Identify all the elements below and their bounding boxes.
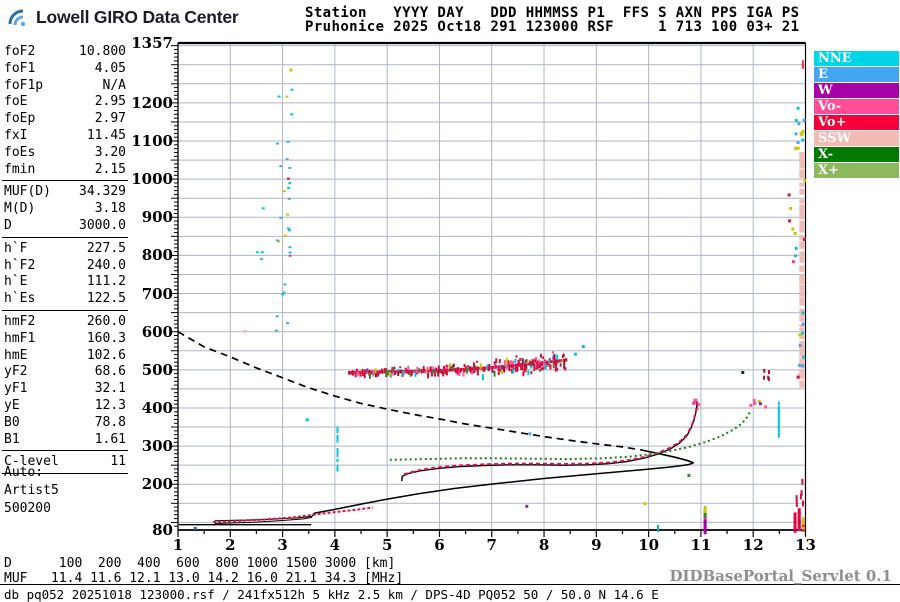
x-tick-label-1: 1 bbox=[172, 536, 184, 554]
param-row-ye: yE 12.3 bbox=[4, 397, 126, 413]
x-tick-label-10: 10 bbox=[638, 536, 660, 554]
x-tick-label-5: 5 bbox=[381, 536, 393, 554]
param-row-foes: foEs 3.20 bbox=[4, 144, 126, 160]
x-tick-label-6: 6 bbox=[434, 536, 445, 554]
y-tick-label-800: 800 bbox=[141, 246, 173, 265]
status-separator bbox=[0, 584, 900, 585]
param-row-foe: foE 2.95 bbox=[4, 94, 126, 110]
param-row-fof2: foF2 10.800 bbox=[4, 44, 126, 59]
trace-x-trace-echoes bbox=[389, 411, 751, 461]
legend-item-x: X+ bbox=[814, 163, 899, 178]
y-tick-label-700: 700 bbox=[141, 284, 173, 303]
y-tick-label-600: 600 bbox=[141, 322, 173, 341]
x-tick-label-12: 12 bbox=[742, 536, 764, 554]
param-row-yf2: yF2 68.6 bbox=[4, 364, 126, 380]
param-divider bbox=[2, 236, 128, 238]
trace-es-trace-fit bbox=[214, 516, 312, 524]
param-divider bbox=[2, 309, 128, 311]
trace-true-height-profile bbox=[313, 462, 694, 514]
parameter-panel: foF2 10.800 foF1 4.05 foF1p N/A foE 2.95 foEp 2.9… bbox=[2, 44, 128, 477]
y-tick-label-1000: 1000 bbox=[131, 170, 173, 189]
param-row-b1: B1 1.61 bbox=[4, 431, 126, 447]
param-row-clevel: C-level 11 bbox=[4, 454, 126, 470]
y-tick-label-1200: 1200 bbox=[131, 93, 173, 112]
param-row-fof1: foF1 4.05 bbox=[4, 60, 126, 76]
x-tick-label-11: 11 bbox=[690, 536, 712, 554]
param-row-b0: B0 78.8 bbox=[4, 414, 126, 430]
legend-item-ssw: SSW bbox=[814, 131, 899, 146]
param-row-hmf2: hmF2 260.0 bbox=[4, 313, 126, 329]
legend-item-x: X- bbox=[814, 147, 899, 162]
status-line: db pq052 20251018 123000.rsf / 241fx512h… bbox=[4, 587, 659, 602]
trace-es-trace-echoes bbox=[212, 506, 374, 523]
param-row-hmf1: hmF1 160.3 bbox=[4, 330, 126, 346]
param-row-hf2: h`F2 240.0 bbox=[4, 257, 126, 273]
param-row-md: M(D) 3.18 bbox=[4, 201, 126, 217]
logo-text: Lowell GIRO Data Center bbox=[36, 6, 239, 27]
trace-e-layer-fit bbox=[214, 512, 315, 522]
legend-item-vo: Vo+ bbox=[814, 115, 899, 130]
x-tick-label-4: 4 bbox=[329, 536, 341, 554]
trace-transmission-curve-dashed bbox=[177, 330, 641, 451]
header-line2: Pruhonice 2025 Oct18 291 123000 RSF 1 71… bbox=[305, 19, 800, 35]
legend-item-w: W bbox=[814, 83, 899, 98]
y-tick-label-500: 500 bbox=[141, 360, 173, 379]
y-tick-label-200: 200 bbox=[141, 475, 173, 494]
logo: Lowell GIRO Data Center bbox=[7, 4, 239, 30]
x-tick-label-13: 13 bbox=[795, 536, 816, 554]
y-tick-label-300: 300 bbox=[141, 437, 173, 456]
param-row-fof1p: foF1p N/A bbox=[4, 77, 126, 93]
trace-o-trace-fit bbox=[401, 401, 698, 482]
x-tick-label-9: 9 bbox=[591, 536, 602, 554]
legend-item-vo: Vo- bbox=[814, 99, 899, 114]
param-row-hme: hmE 102.6 bbox=[4, 347, 126, 363]
param-row-fmin: fmin 2.15 bbox=[4, 161, 126, 177]
muf-table: D 100 200 400 600 800 1000 1500 3000 [km… bbox=[4, 556, 404, 586]
legend-item-nne: NNE bbox=[814, 51, 899, 66]
y-tick-label-400: 400 bbox=[141, 398, 173, 417]
param-divider bbox=[2, 473, 128, 475]
param-divider bbox=[2, 450, 128, 452]
header-line1: Station YYYY DAY DDD HHMMSS P1 FFS S AXN… bbox=[305, 5, 800, 21]
giro-logo-icon bbox=[8, 9, 26, 27]
param-row-hf: h`F 227.5 bbox=[4, 240, 126, 256]
y-tick-label-1357: 1357 bbox=[131, 34, 173, 52]
param-row-fxi: fxI 11.45 bbox=[4, 127, 126, 143]
y-tick-label-900: 900 bbox=[141, 208, 173, 227]
legend-item-e: E bbox=[814, 67, 899, 82]
servlet-version: DIDBasePortal_Servlet 0.1 bbox=[669, 567, 892, 585]
param-row-yf1: yF1 32.1 bbox=[4, 381, 126, 397]
y-tick-label-80: 80 bbox=[152, 521, 173, 539]
x-tick-label-2: 2 bbox=[225, 536, 236, 554]
y-tick-label-1100: 1100 bbox=[131, 132, 173, 150]
param-row-d: D 3000.0 bbox=[4, 217, 126, 233]
x-tick-label-8: 8 bbox=[538, 536, 550, 554]
trace-transmission-curve-tail bbox=[640, 449, 694, 464]
trace-o-trace-echoes bbox=[403, 400, 699, 476]
x-tick-label-7: 7 bbox=[486, 536, 497, 554]
param-row-mufd: MUF(D) 34.329 bbox=[4, 184, 126, 200]
param-divider bbox=[2, 180, 128, 182]
x-tick-label-3: 3 bbox=[277, 536, 288, 554]
legend: NNE E W Vo- Vo+ SSW X- X+ bbox=[814, 51, 899, 179]
param-row-he: h`E 111.2 bbox=[4, 274, 126, 290]
param-row-foep: foEp 2.97 bbox=[4, 111, 126, 127]
param-row-hes: h`Es 122.5 bbox=[4, 291, 126, 307]
autoscaling-info: Auto: Artist5 500200 bbox=[4, 465, 59, 516]
